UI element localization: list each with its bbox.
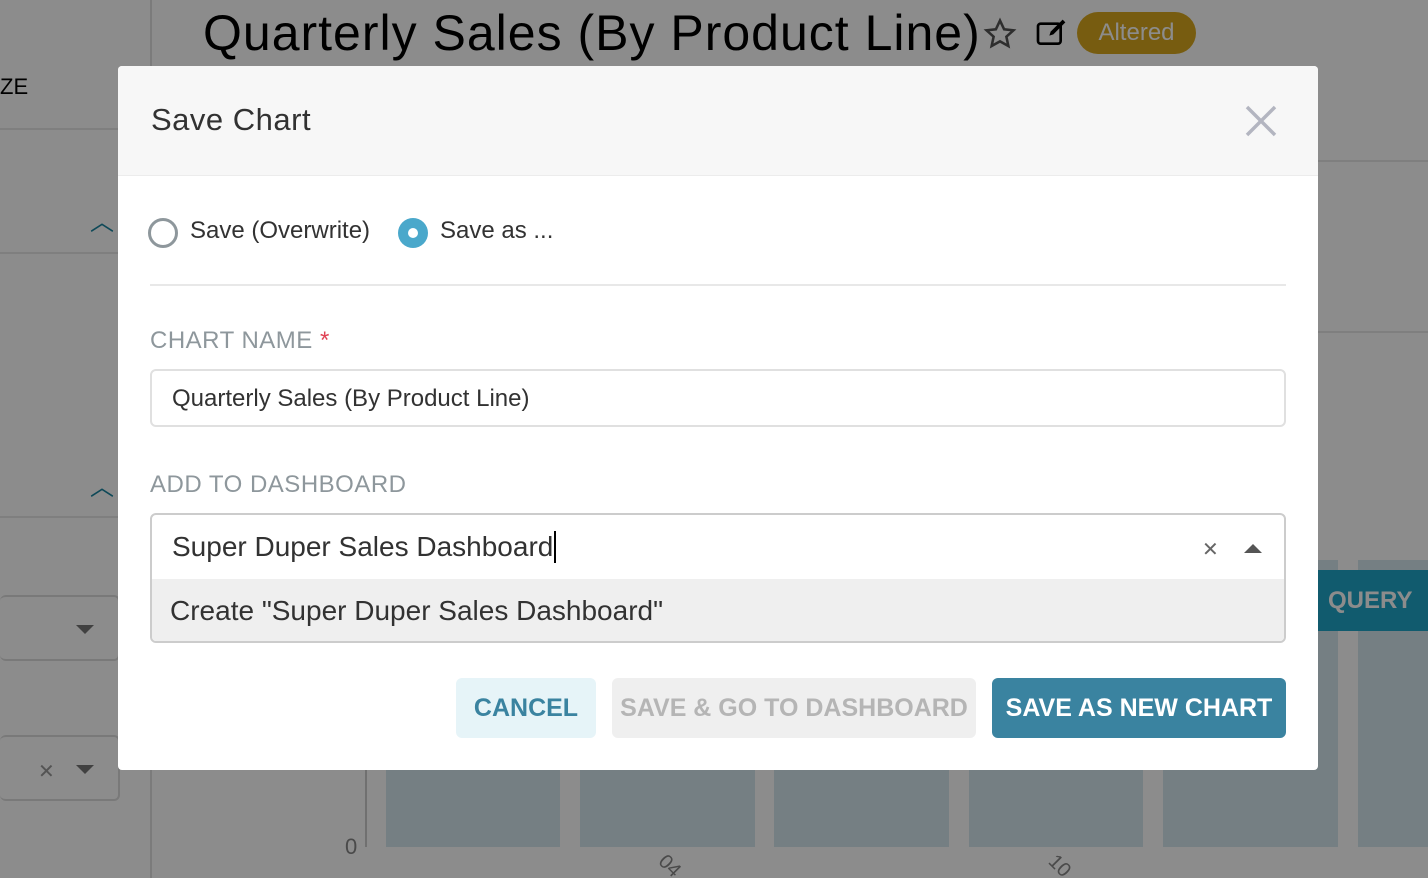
divider (0, 516, 150, 518)
y-tick-label: 0 (345, 834, 358, 859)
clear-icon[interactable]: ✕ (1202, 539, 1219, 561)
save-chart-modal: Save Chart Save (Overwrite) Save as ... … (118, 66, 1318, 770)
dropdown-option-create[interactable]: Create "Super Duper Sales Dashboard" (152, 579, 1284, 641)
divider (0, 252, 150, 254)
caret-down-icon (76, 765, 94, 774)
chevron-up-icon[interactable]: ︿ (90, 474, 114, 501)
dashboard-search-input[interactable]: Super Duper Sales Dashboard (172, 531, 557, 563)
add-to-dashboard-label: ADD TO DASHBOARD (150, 471, 407, 498)
chart-name-label: CHART NAME * (150, 327, 330, 355)
chart-title: Quarterly Sales (By Product Line) (203, 5, 981, 61)
modal-header: Save Chart (118, 66, 1318, 176)
chevron-up-icon[interactable]: ︿ (90, 209, 114, 236)
divider (0, 128, 150, 130)
caret-up-icon[interactable] (1244, 544, 1262, 554)
modal-title: Save Chart (151, 102, 312, 137)
save-as-new-chart-button[interactable]: SAVE AS NEW CHART (992, 678, 1286, 738)
radio-overwrite-label[interactable]: Save (Overwrite) (190, 217, 371, 244)
caret-down-icon (76, 625, 94, 634)
save-and-go-to-dashboard-button[interactable]: SAVE & GO TO DASHBOARD (612, 678, 976, 738)
cancel-button[interactable]: CANCEL (456, 678, 596, 738)
status-badge: Altered (1077, 12, 1196, 54)
clear-icon[interactable]: ✕ (38, 761, 55, 783)
section-label: ZE (0, 74, 29, 99)
chart-name-input[interactable]: Quarterly Sales (By Product Line) (150, 369, 1286, 427)
footer-divider (118, 644, 1318, 645)
close-icon[interactable] (1244, 104, 1278, 138)
dashboard-select[interactable]: Super Duper Sales Dashboard ✕ Create "Su… (150, 513, 1286, 643)
run-query-button[interactable]: QUERY (1318, 570, 1428, 631)
edit-icon[interactable] (1036, 18, 1068, 48)
divider (150, 284, 1286, 286)
radio-save-as-label[interactable]: Save as ... (440, 217, 554, 244)
chart-name-label-text: CHART NAME (150, 327, 313, 354)
radio-overwrite[interactable] (148, 218, 178, 248)
required-mark: * (319, 327, 330, 354)
star-icon[interactable] (983, 17, 1017, 51)
radio-save-as[interactable] (398, 218, 428, 248)
